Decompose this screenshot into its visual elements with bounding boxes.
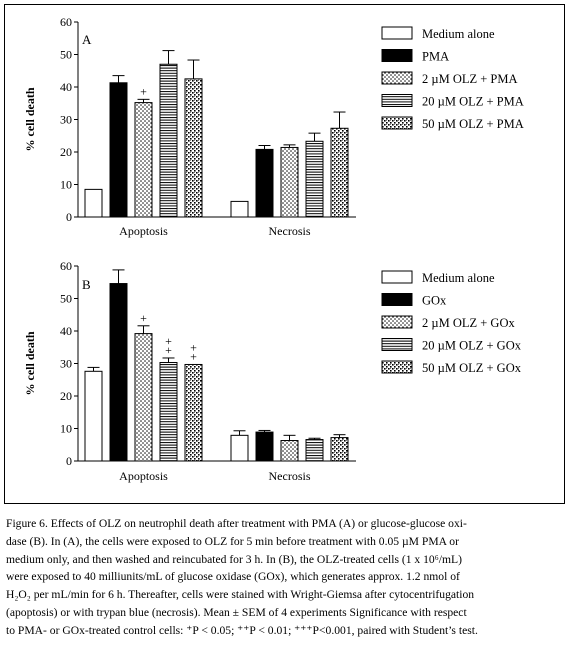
caption-line: were exposed to 40 milliunits/mL of gluc… bbox=[6, 570, 460, 584]
category-label: Necrosis bbox=[269, 469, 311, 483]
significance-marker: + bbox=[165, 343, 172, 357]
legend-label: 2 µM OLZ + PMA bbox=[422, 72, 518, 86]
legend-label: 20 µM OLZ + PMA bbox=[422, 95, 524, 109]
bar bbox=[330, 127, 349, 218]
y-tick-label: 10 bbox=[60, 178, 72, 192]
bar bbox=[255, 431, 274, 462]
bar bbox=[230, 434, 249, 462]
significance-marker: + bbox=[140, 84, 147, 98]
y-tick-label: 60 bbox=[60, 15, 72, 29]
y-tick-label: 50 bbox=[60, 292, 72, 306]
legend-label: 20 µM OLZ + GOx bbox=[422, 339, 522, 353]
bar bbox=[159, 63, 178, 218]
panel-label: B bbox=[82, 277, 91, 292]
y-tick-label: 0 bbox=[66, 454, 72, 468]
bar bbox=[305, 439, 324, 462]
legend-swatch bbox=[381, 338, 413, 351]
y-axis-label: % cell death bbox=[23, 331, 37, 395]
y-tick-label: 60 bbox=[60, 259, 72, 273]
bar bbox=[134, 102, 153, 218]
significance-marker: + bbox=[190, 340, 197, 354]
bar bbox=[109, 82, 128, 218]
legend-swatch bbox=[381, 94, 413, 107]
panel-label: A bbox=[82, 32, 92, 47]
legend-swatch bbox=[381, 315, 413, 329]
bar bbox=[159, 362, 178, 462]
bar bbox=[230, 200, 249, 218]
legend-label: Medium alone bbox=[422, 27, 495, 41]
y-tick-label: 30 bbox=[60, 357, 72, 371]
legend-swatch bbox=[381, 49, 413, 62]
caption-line: (apoptosis) or with trypan blue (necrosi… bbox=[6, 605, 467, 619]
legend-label: GOx bbox=[422, 294, 447, 308]
legend-swatch bbox=[381, 360, 413, 374]
y-tick-label: 30 bbox=[60, 113, 72, 127]
bar bbox=[280, 440, 299, 462]
legend-swatch bbox=[381, 71, 413, 85]
caption-line: H₂O₂ per mL/min for 6 h. Thereafter, cel… bbox=[6, 588, 475, 602]
legend-swatch bbox=[381, 26, 413, 40]
significance-marker: + bbox=[165, 334, 172, 348]
bar bbox=[134, 333, 153, 462]
legend-label: 2 µM OLZ + GOx bbox=[422, 316, 515, 330]
bar bbox=[280, 146, 299, 218]
y-tick-label: 40 bbox=[60, 80, 72, 94]
y-tick-label: 20 bbox=[60, 389, 72, 403]
bar bbox=[84, 188, 103, 218]
legend-label: PMA bbox=[422, 50, 449, 64]
significance-marker: + bbox=[140, 311, 147, 325]
category-label: Necrosis bbox=[269, 224, 311, 238]
legend-swatch bbox=[381, 116, 413, 130]
bar bbox=[84, 370, 103, 462]
y-tick-label: 20 bbox=[60, 145, 72, 159]
caption-line: medium only, and then washed and reincub… bbox=[6, 552, 462, 566]
legend-label: 50 µM OLZ + PMA bbox=[422, 117, 524, 131]
figure-caption: Figure 6. Effects of OLZ on neutrophil d… bbox=[6, 515, 562, 640]
category-label: Apoptosis bbox=[119, 469, 168, 483]
y-tick-label: 0 bbox=[66, 210, 72, 224]
legend-label: Medium alone bbox=[422, 271, 495, 285]
y-tick-label: 10 bbox=[60, 422, 72, 436]
y-tick-label: 50 bbox=[60, 48, 72, 62]
bar bbox=[184, 78, 203, 218]
bar bbox=[330, 437, 349, 462]
legend-swatch bbox=[381, 270, 413, 284]
category-label: Apoptosis bbox=[119, 224, 168, 238]
bar bbox=[109, 283, 128, 462]
bar bbox=[255, 148, 274, 218]
caption-line: dase (B). In (A), the cells were exposed… bbox=[6, 534, 459, 548]
legend-swatch bbox=[381, 293, 413, 306]
figure-frame bbox=[4, 4, 565, 504]
bar bbox=[305, 140, 324, 218]
legend-label: 50 µM OLZ + GOx bbox=[422, 361, 522, 375]
caption-line: to PMA- or GOx-treated control cells: ⁺P… bbox=[6, 623, 478, 637]
y-axis-label: % cell death bbox=[23, 87, 37, 151]
bar bbox=[184, 363, 203, 462]
significance-marker: + bbox=[190, 349, 197, 363]
y-tick-label: 40 bbox=[60, 324, 72, 338]
figure-charts: 0 10 20 30 40 50 60 % cell death A + Apoptosis Necr… bbox=[23, 15, 524, 483]
caption-line: Figure 6. Effects of OLZ on neutrophil d… bbox=[6, 517, 467, 530]
